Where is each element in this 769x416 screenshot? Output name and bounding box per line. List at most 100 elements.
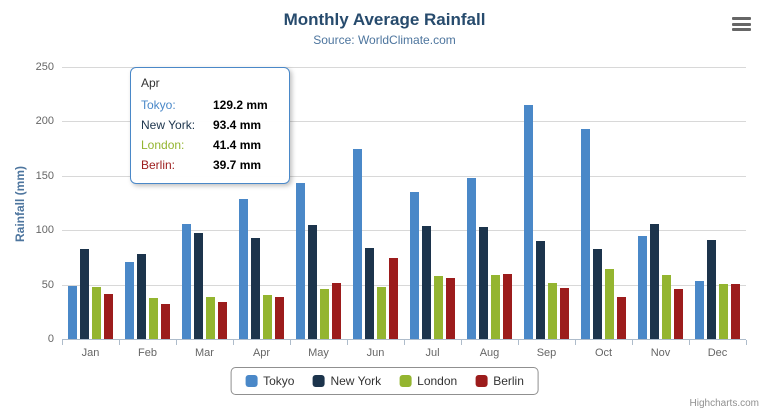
legend-item-berlin[interactable]: Berlin [475,374,524,388]
tooltip-row-new-york: New York: 93.4 mm [141,115,279,135]
y-axis-label: 200 [35,115,54,128]
bar-tokyo-jan[interactable] [68,285,77,340]
bar-london-apr[interactable] [263,294,272,340]
bar-berlin-sep[interactable] [560,288,569,340]
bar-group-nov [632,68,689,340]
y-axis-label: 50 [41,278,54,291]
bar-new-york-mar[interactable] [194,232,203,340]
bar-berlin-oct[interactable] [617,297,626,340]
bar-tokyo-may[interactable] [296,183,305,340]
bar-berlin-feb[interactable] [161,303,170,340]
bar-group-dec [689,68,746,340]
bar-london-jun[interactable] [377,287,386,340]
tooltip-series-value: 129.2 mm [213,98,268,112]
tooltip-series-name: Berlin: [141,158,176,172]
bar-group-sep [518,68,575,340]
bar-group-jul [404,68,461,340]
x-axis-tick [290,340,291,345]
bar-group-jun [347,68,404,340]
legend-swatch-berlin [475,375,488,387]
x-axis-tick [575,340,576,345]
bar-new-york-may[interactable] [308,224,317,340]
bar-london-oct[interactable] [605,269,614,340]
y-axis-label: 100 [35,224,54,237]
tooltip-series-name: London: [141,138,185,152]
bar-tokyo-feb[interactable] [125,262,134,340]
x-axis-tick [689,340,690,345]
bar-tokyo-mar[interactable] [182,224,191,340]
legend-label-tokyo: Tokyo [263,374,295,388]
tooltip-row-tokyo: Tokyo: 129.2 mm [141,95,279,115]
bar-tokyo-sep[interactable] [524,104,533,340]
y-axis-label: 250 [35,61,54,73]
bar-new-york-nov[interactable] [650,224,659,340]
bar-new-york-jan[interactable] [80,249,89,340]
bar-london-dec[interactable] [719,284,728,340]
bar-tokyo-jul[interactable] [410,192,419,340]
gridline [62,284,746,286]
y-axis-label: 0 [47,333,54,345]
x-axis-label-apr: Apr [252,347,271,359]
legend-swatch-new-york [312,375,325,387]
bar-new-york-apr[interactable] [251,238,260,340]
legend: Tokyo New York London Berlin [230,367,539,395]
x-axis-label-nov: Nov [650,347,671,359]
hamburger-icon [732,28,751,31]
bar-new-york-jun[interactable] [365,248,374,340]
tooltip-category: Apr [141,76,160,90]
tooltip-series-name: Tokyo: [141,98,176,112]
bar-new-york-aug[interactable] [479,226,488,340]
bar-london-sep[interactable] [548,283,557,340]
bar-new-york-oct[interactable] [593,249,602,340]
bar-tokyo-jun[interactable] [353,148,362,340]
gridline [62,230,746,232]
bar-new-york-feb[interactable] [137,254,146,340]
bar-london-may[interactable] [320,288,329,340]
x-axis-tick [176,340,177,345]
tooltip: Apr Tokyo: 129.2 mm New York: 93.4 mm London… [130,67,290,184]
bar-group-feb [119,68,176,340]
bar-new-york-jul[interactable] [422,225,431,340]
bar-london-jul[interactable] [434,275,443,340]
bar-new-york-dec[interactable] [707,239,716,340]
x-axis-label-feb: Feb [138,347,157,359]
legend-swatch-london [399,375,412,387]
bar-berlin-jun[interactable] [389,257,398,340]
bar-tokyo-oct[interactable] [581,128,590,340]
bar-new-york-sep[interactable] [536,240,545,340]
legend-label-berlin: Berlin [493,374,524,388]
x-axis-label-mar: Mar [195,347,214,359]
bar-berlin-dec[interactable] [731,284,740,340]
bar-berlin-mar[interactable] [218,302,227,340]
bar-group-oct [575,68,632,340]
bar-berlin-jul[interactable] [446,277,455,340]
bar-tokyo-nov[interactable] [638,236,647,340]
bar-berlin-apr[interactable] [275,296,284,340]
bar-london-jan[interactable] [92,286,101,340]
x-axis-label-sep: Sep [536,347,557,359]
bar-tokyo-aug[interactable] [467,178,476,340]
bar-berlin-aug[interactable] [503,274,512,340]
bar-london-aug[interactable] [491,275,500,340]
export-menu-button[interactable] [732,17,751,31]
bar-london-nov[interactable] [662,275,671,340]
legend-item-london[interactable]: London [399,374,457,388]
bar-london-mar[interactable] [206,297,215,340]
bar-tokyo-dec[interactable] [695,280,704,340]
y-axis-label: 150 [35,169,54,182]
x-axis-tick [746,340,747,345]
plot-area [62,67,746,340]
bar-group-apr [233,68,290,340]
bar-tokyo-apr[interactable] [239,199,248,340]
credits-link[interactable]: Highcharts.com [689,398,759,409]
legend-item-new-york[interactable]: New York [312,374,381,388]
legend-label-new-york: New York [330,374,382,388]
bar-berlin-nov[interactable] [674,289,683,340]
bar-berlin-may[interactable] [332,282,341,340]
bar-berlin-jan[interactable] [104,293,113,340]
bar-london-feb[interactable] [149,297,158,340]
chart-title: Monthly Average Rainfall [283,10,486,29]
legend-item-tokyo[interactable]: Tokyo [245,374,294,388]
x-axis-label-dec: Dec [707,347,728,359]
